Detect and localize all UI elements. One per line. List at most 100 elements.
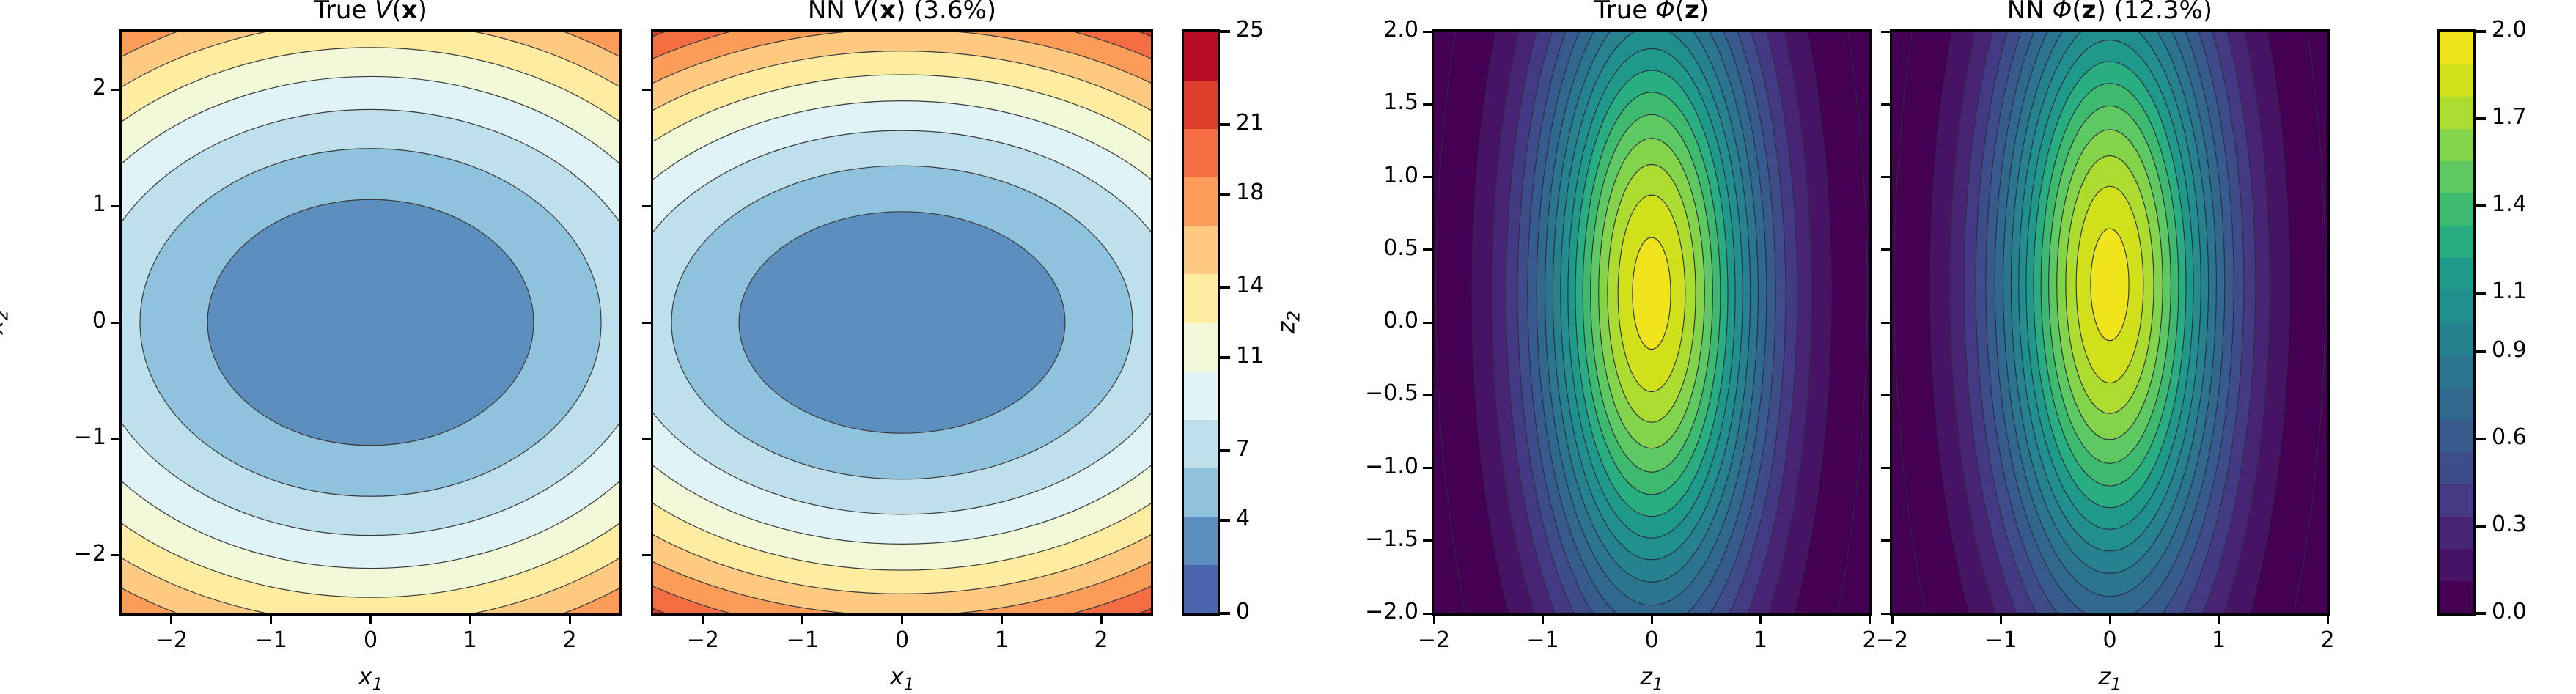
colorbar-ticklabel: 0.9	[2492, 336, 2527, 363]
colorbar-ticklabel: 1.4	[2492, 191, 2527, 218]
plot-area-true-phi	[1432, 29, 1872, 616]
x-tickmark	[2108, 616, 2111, 624]
colorbar-segment	[2440, 484, 2473, 517]
x-tickmark	[1868, 616, 1871, 624]
colorbar-ticklabel: 0	[1236, 599, 1251, 624]
y-ticklabel: 0.0	[1383, 308, 1418, 333]
y-tickmark	[1881, 176, 1890, 178]
x-tickmark	[2326, 616, 2329, 624]
xaxis-label-true-phi: z1	[1640, 662, 1663, 694]
colorbar-segment	[2440, 289, 2473, 323]
y-tickmark	[1423, 394, 1432, 396]
yaxis-label-true-phi: z2	[1272, 310, 1304, 334]
contour-field-true-v	[122, 32, 619, 613]
y-tickmark	[1423, 321, 1432, 324]
x-ticklabel: −2	[1875, 627, 1909, 653]
y-tickmark	[111, 438, 119, 440]
y-tickmark	[1881, 467, 1890, 469]
colorbar-ticklabel: 7	[1236, 435, 1251, 462]
colorbar-segment	[2440, 451, 2473, 485]
y-tickmark	[1881, 539, 1890, 542]
x-tickmark	[1891, 616, 1894, 624]
colorbar-tickmark	[2476, 612, 2486, 615]
x-ticklabel: 1	[463, 627, 477, 653]
x-ticklabel: 2	[1862, 627, 1877, 653]
x-ticklabel: 0	[2102, 627, 2117, 653]
colorbar-ticklabel: 14	[1236, 273, 1265, 299]
colorbar-segment	[1184, 80, 1218, 129]
x-tickmark	[2000, 616, 2002, 624]
colorbar-segment	[2440, 419, 2473, 453]
x-ticklabel: −2	[155, 627, 188, 653]
y-tickmark	[642, 554, 651, 557]
xaxis-label-true-v: x1	[358, 662, 383, 694]
colorbar-tickmark	[2476, 117, 2486, 121]
y-tickmark	[1423, 539, 1432, 542]
y-ticklabel: 1	[92, 191, 106, 218]
y-tickmark	[1881, 612, 1890, 615]
contour-field-nn-v	[653, 32, 1151, 613]
colorbar-ticklabel: 18	[1236, 180, 1265, 206]
y-tickmark	[642, 438, 651, 440]
colorbar-segment	[1184, 322, 1218, 372]
x-ticklabel: 2	[1094, 627, 1108, 653]
y-tickmark	[642, 88, 651, 91]
x-tickmark	[270, 616, 273, 624]
plot-area-nn-phi	[1890, 29, 2330, 616]
colorbar-tickmark	[1220, 355, 1230, 359]
x-ticklabel: 2	[2320, 627, 2335, 653]
y-ticklabel: 0	[92, 308, 106, 333]
y-tickmark	[642, 321, 651, 324]
panel-title-true-v: True V(x)	[314, 0, 427, 25]
x-ticklabel: −2	[1417, 627, 1451, 653]
colorbar-segment	[2440, 160, 2473, 194]
x-ticklabel: 1	[1753, 627, 1768, 653]
y-ticklabel: 0.5	[1383, 235, 1418, 261]
x-tickmark	[369, 616, 372, 624]
colorbar-segment	[1184, 371, 1218, 420]
colorbar-tickmark	[1220, 286, 1230, 289]
colorbar-tickmark	[2476, 350, 2486, 353]
colorbar-segment	[2440, 516, 2473, 550]
y-tickmark	[111, 321, 119, 324]
y-tickmark	[1881, 103, 1890, 106]
colorbar-segment	[1184, 32, 1218, 81]
y-tickmark	[1423, 103, 1432, 106]
x-ticklabel: 0	[363, 627, 378, 653]
colorbar-ticklabel: 11	[1236, 342, 1265, 369]
colorbar-segment	[1184, 177, 1218, 226]
colorbar-segment	[2440, 64, 2473, 97]
x-tickmark	[801, 616, 804, 624]
colorbar-ticklabel: 21	[1236, 110, 1265, 136]
y-tickmark	[1881, 248, 1890, 251]
colorbar-tickmark	[1220, 123, 1230, 127]
x-ticklabel: −1	[1526, 627, 1559, 653]
x-tickmark	[2218, 616, 2220, 624]
colorbar-tickmark	[2476, 437, 2486, 440]
x-ticklabel: −1	[786, 627, 819, 653]
colorbar-tickmark	[2476, 524, 2486, 528]
colorbar-tickmark	[1220, 193, 1230, 196]
colorbar-segment	[2440, 355, 2473, 388]
x-tickmark	[170, 616, 173, 624]
colorbar-segment	[2440, 128, 2473, 162]
colorbar-tickmark	[1220, 448, 1230, 452]
colorbar-tickmark	[1220, 612, 1230, 615]
colorbar-ticklabel: 25	[1236, 17, 1265, 43]
x-tickmark	[1432, 616, 1435, 624]
contour-field-true-phi	[1434, 32, 1869, 613]
colorbar-segment	[1184, 128, 1218, 178]
xaxis-label-nn-v: x1	[889, 662, 915, 694]
y-ticklabel: −1.5	[1365, 525, 1418, 552]
colorbar-ticklabel: 0.6	[2492, 424, 2527, 450]
x-ticklabel: −2	[686, 627, 719, 653]
y-ticklabel: −1.0	[1365, 453, 1418, 479]
y-ticklabel: −2.0	[1365, 599, 1418, 624]
y-tickmark	[1423, 612, 1432, 615]
colorbar-segment	[2440, 580, 2473, 613]
x-ticklabel: 0	[1644, 627, 1659, 653]
y-tickmark	[1423, 176, 1432, 178]
y-tickmark	[642, 204, 651, 207]
x-tickmark	[1759, 616, 1762, 624]
